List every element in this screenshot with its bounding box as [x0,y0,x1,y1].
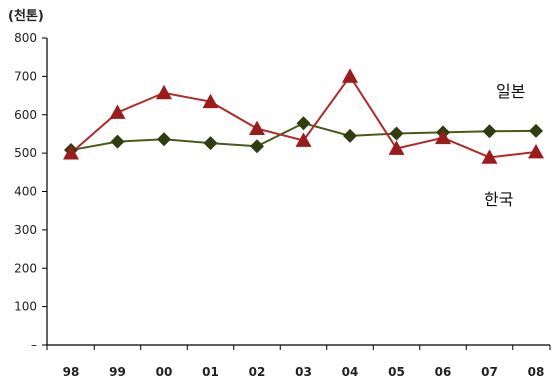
data-point-triangle [63,145,79,160]
x-tick-label: 98 [63,365,80,379]
data-point-diamond [110,134,125,149]
y-tick-label: 500 [14,146,37,160]
data-point-diamond [203,136,218,151]
x-tick-label: 02 [249,365,266,379]
y-tick-label: 200 [14,261,37,275]
y-tick-label: 800 [14,31,37,45]
data-point-diamond [389,126,404,141]
x-tick-label: 01 [202,365,219,379]
data-point-diamond [529,123,543,138]
data-point-triangle [342,68,358,83]
series-label-korea: 한국 [484,190,513,209]
data-point-triangle [249,120,265,135]
x-tick-label: 07 [481,365,498,379]
data-point-diamond [343,128,357,143]
data-point-triangle [295,132,312,147]
data-point-triangle [528,143,544,159]
y-tick-label: 600 [14,108,37,122]
y-tick-label: 100 [14,300,37,314]
x-axis: 98 99 00 01 02 03 04 05 06 07 08 [46,344,551,379]
y-tick-label: – [31,338,37,352]
y-unit-label: (천톤) [8,9,44,24]
data-point-triangle [109,104,126,119]
x-tick-label: 99 [109,365,126,379]
data-point-triangle [202,93,219,109]
data-point-triangle [156,84,172,100]
data-point-triangle [435,129,451,145]
y-tick-label: 300 [14,223,37,237]
series-label-japan: 일본 [496,82,525,101]
series-markers [63,68,544,164]
data-point-triangle [481,149,498,164]
y-axis: – 100 200 300 400 500 600 700 800 [14,31,48,352]
x-tick-label: 06 [435,365,452,379]
data-point-diamond [250,139,264,154]
data-point-triangle [388,140,405,155]
y-tick-label: 400 [14,185,37,199]
data-point-diamond [296,116,311,131]
x-tick-label: 05 [388,365,405,379]
x-tick-label: 00 [156,365,173,379]
x-tick-label: 03 [295,365,312,379]
y-tick-label: 700 [14,69,37,83]
data-point-diamond [482,124,497,139]
data-point-diamond [157,132,171,147]
x-tick-label: 04 [342,365,359,379]
x-tick-label: 08 [528,365,545,379]
